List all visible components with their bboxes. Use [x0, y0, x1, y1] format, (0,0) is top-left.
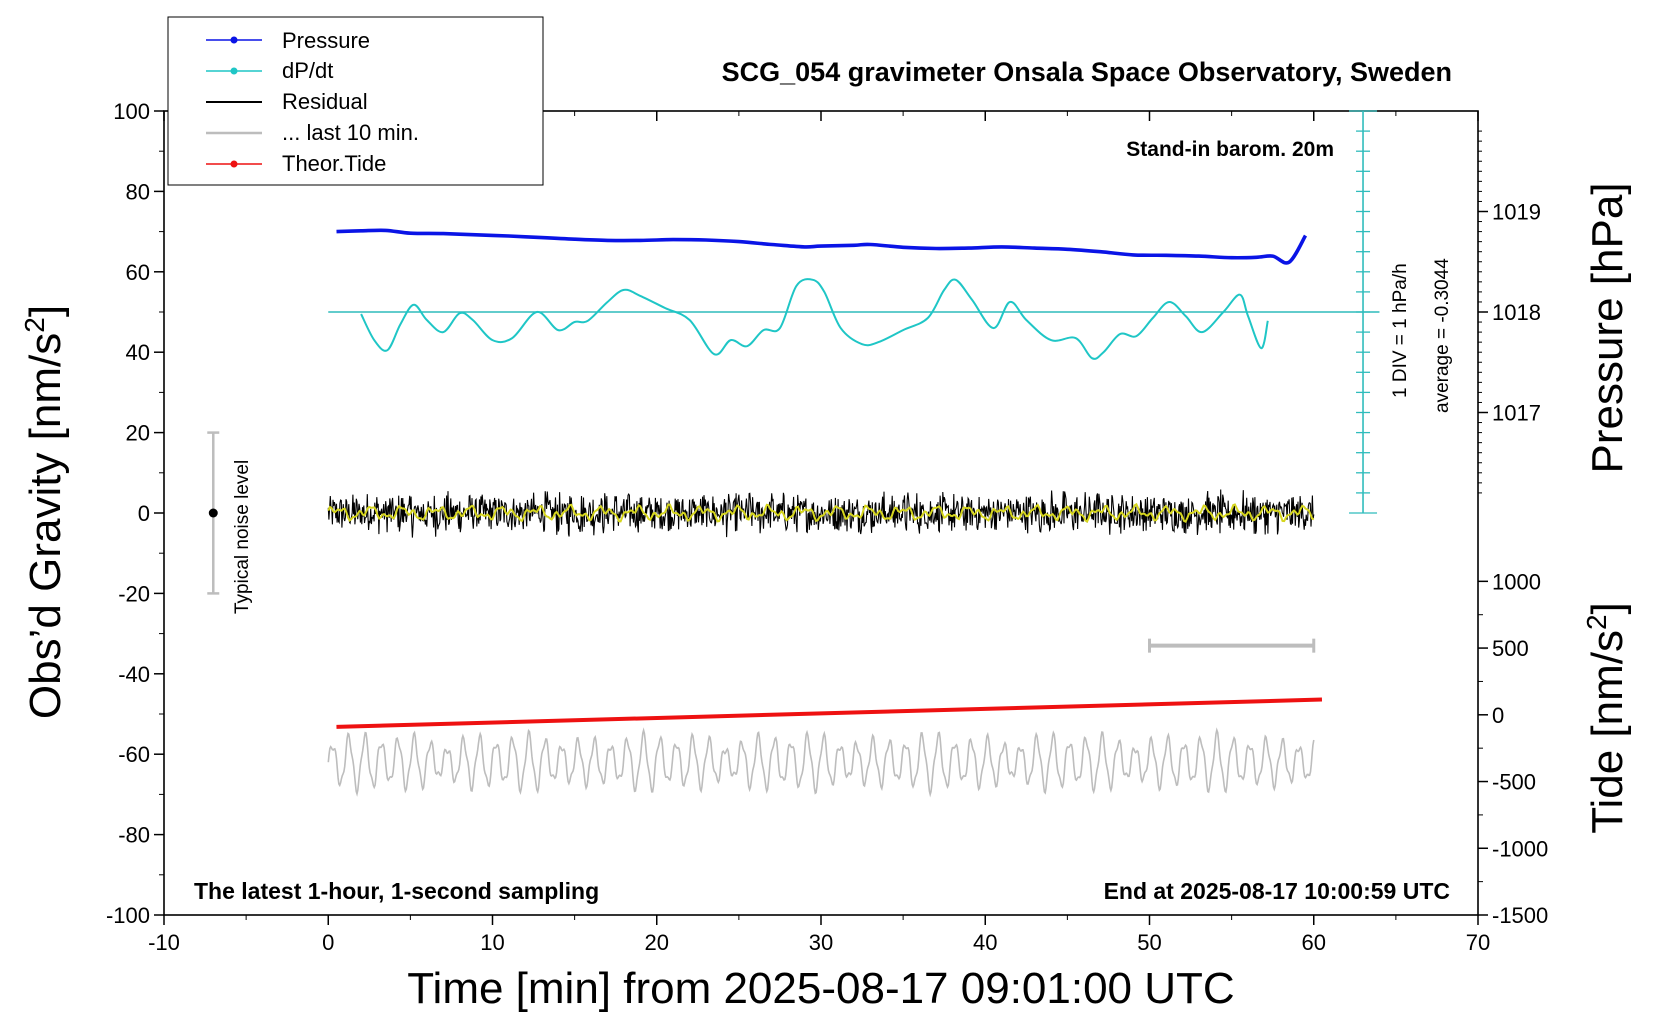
y-tick-label: 100	[113, 99, 150, 124]
x-tick-labels: -10 0 10 20 30 40 50 60 70	[148, 930, 1490, 955]
y-tick-label: -100	[106, 903, 150, 928]
stand-in-note: Stand-in barom. 20m	[1126, 138, 1334, 161]
y-axis-title-pressure: Pressure [hPa]	[1583, 182, 1632, 473]
y-tick-label: 80	[126, 179, 150, 204]
tide-tick-label: -500	[1492, 770, 1536, 795]
tide-tick-label: 500	[1492, 636, 1529, 661]
noise-label: Typical noise level	[232, 460, 253, 614]
series-layer	[207, 228, 1323, 798]
y-tick-label: -40	[118, 662, 150, 687]
legend-tide-label: Theor.Tide	[282, 151, 386, 176]
pressure-tick-label: 1019	[1492, 200, 1541, 225]
end-note: End at 2025-08-17 10:00:59 UTC	[1104, 878, 1450, 904]
chart-title: SCG_054 gravimeter Onsala Space Observat…	[722, 57, 1452, 87]
dpdt-axis	[328, 110, 1380, 514]
y-tick-label: 20	[126, 421, 150, 446]
latest-note: The latest 1-hour, 1-second sampling	[194, 878, 599, 904]
pressure-series-line	[336, 228, 1308, 265]
legend-dpdt-marker	[230, 67, 238, 75]
y-axis-title-tide-sup: 2	[1581, 614, 1612, 630]
div-note: 1 DIV = 1 hPa/h	[1390, 263, 1411, 398]
x-tick-label: 0	[322, 930, 334, 955]
x-tick-label: 60	[1302, 930, 1326, 955]
tide-tick-label: 1000	[1492, 569, 1541, 594]
last10-series-line	[327, 727, 1315, 798]
y-tick-label: -60	[118, 742, 150, 767]
tide-tick-label: 0	[1492, 703, 1504, 728]
legend-dpdt-label: dP/dt	[282, 58, 333, 83]
pressure-tick-labels: 1019 1018 1017	[1492, 200, 1541, 426]
x-axis-title: Time [min] from 2025-08-17 09:01:00 UTC	[407, 964, 1234, 1013]
pressure-tick-label: 1017	[1492, 401, 1541, 426]
y-axis-title-left-close: ]	[21, 305, 70, 317]
average-note: average = -0.3044	[1432, 258, 1453, 413]
tide-tick-labels: 1000 500 0 -500 -1000 -1500	[1492, 569, 1548, 928]
legend-box	[167, 16, 544, 186]
legend-pressure-label: Pressure	[282, 28, 370, 53]
x-tick-label: 30	[809, 930, 833, 955]
y-axis-title-left-main: Obs’d Gravity [nm/s	[21, 333, 70, 719]
x-tick-label: 10	[480, 930, 504, 955]
noise-bar-center	[208, 508, 218, 518]
pressure-tick-label: 1018	[1492, 300, 1541, 325]
tide-series-line	[336, 697, 1323, 729]
dpdt-series-line	[360, 278, 1269, 360]
x-tick-label: -10	[148, 930, 180, 955]
y-axis-title-tide-main: Tide [nm/s	[1583, 630, 1632, 834]
y-axis-title-tide-close: ]	[1583, 602, 1632, 614]
y-tick-label: 60	[126, 260, 150, 285]
y-axis-title-tide: Tide [nm/s2]	[1581, 602, 1632, 834]
y-axis-title-left-sup: 2	[19, 317, 50, 333]
legend-pressure-marker	[230, 36, 238, 44]
legend-tide-marker	[230, 160, 238, 168]
y-tick-label: -20	[118, 581, 150, 606]
x-tick-label: 40	[973, 930, 997, 955]
x-tick-label: 70	[1466, 930, 1490, 955]
smoothed-series-line	[327, 502, 1315, 524]
tide-tick-label: -1500	[1492, 903, 1548, 928]
y-tick-label: 0	[138, 501, 150, 526]
legend-residual-label: Residual	[282, 89, 368, 114]
y-tick-label: -80	[118, 823, 150, 848]
y-tick-labels: 100 80 60 40 20 0 -20 -40 -60 -80 -100	[106, 99, 150, 928]
x-tick-label: 50	[1137, 930, 1161, 955]
y-tick-label: 40	[126, 340, 150, 365]
legend-last10-label: ... last 10 min.	[282, 120, 419, 145]
y-axis-title-left: Obs’d Gravity [nm/s2]	[19, 305, 70, 719]
x-tick-label: 20	[645, 930, 669, 955]
tide-tick-label: -1000	[1492, 836, 1548, 861]
legend: Pressure dP/dt Residual ... last 10 min.…	[167, 16, 544, 186]
